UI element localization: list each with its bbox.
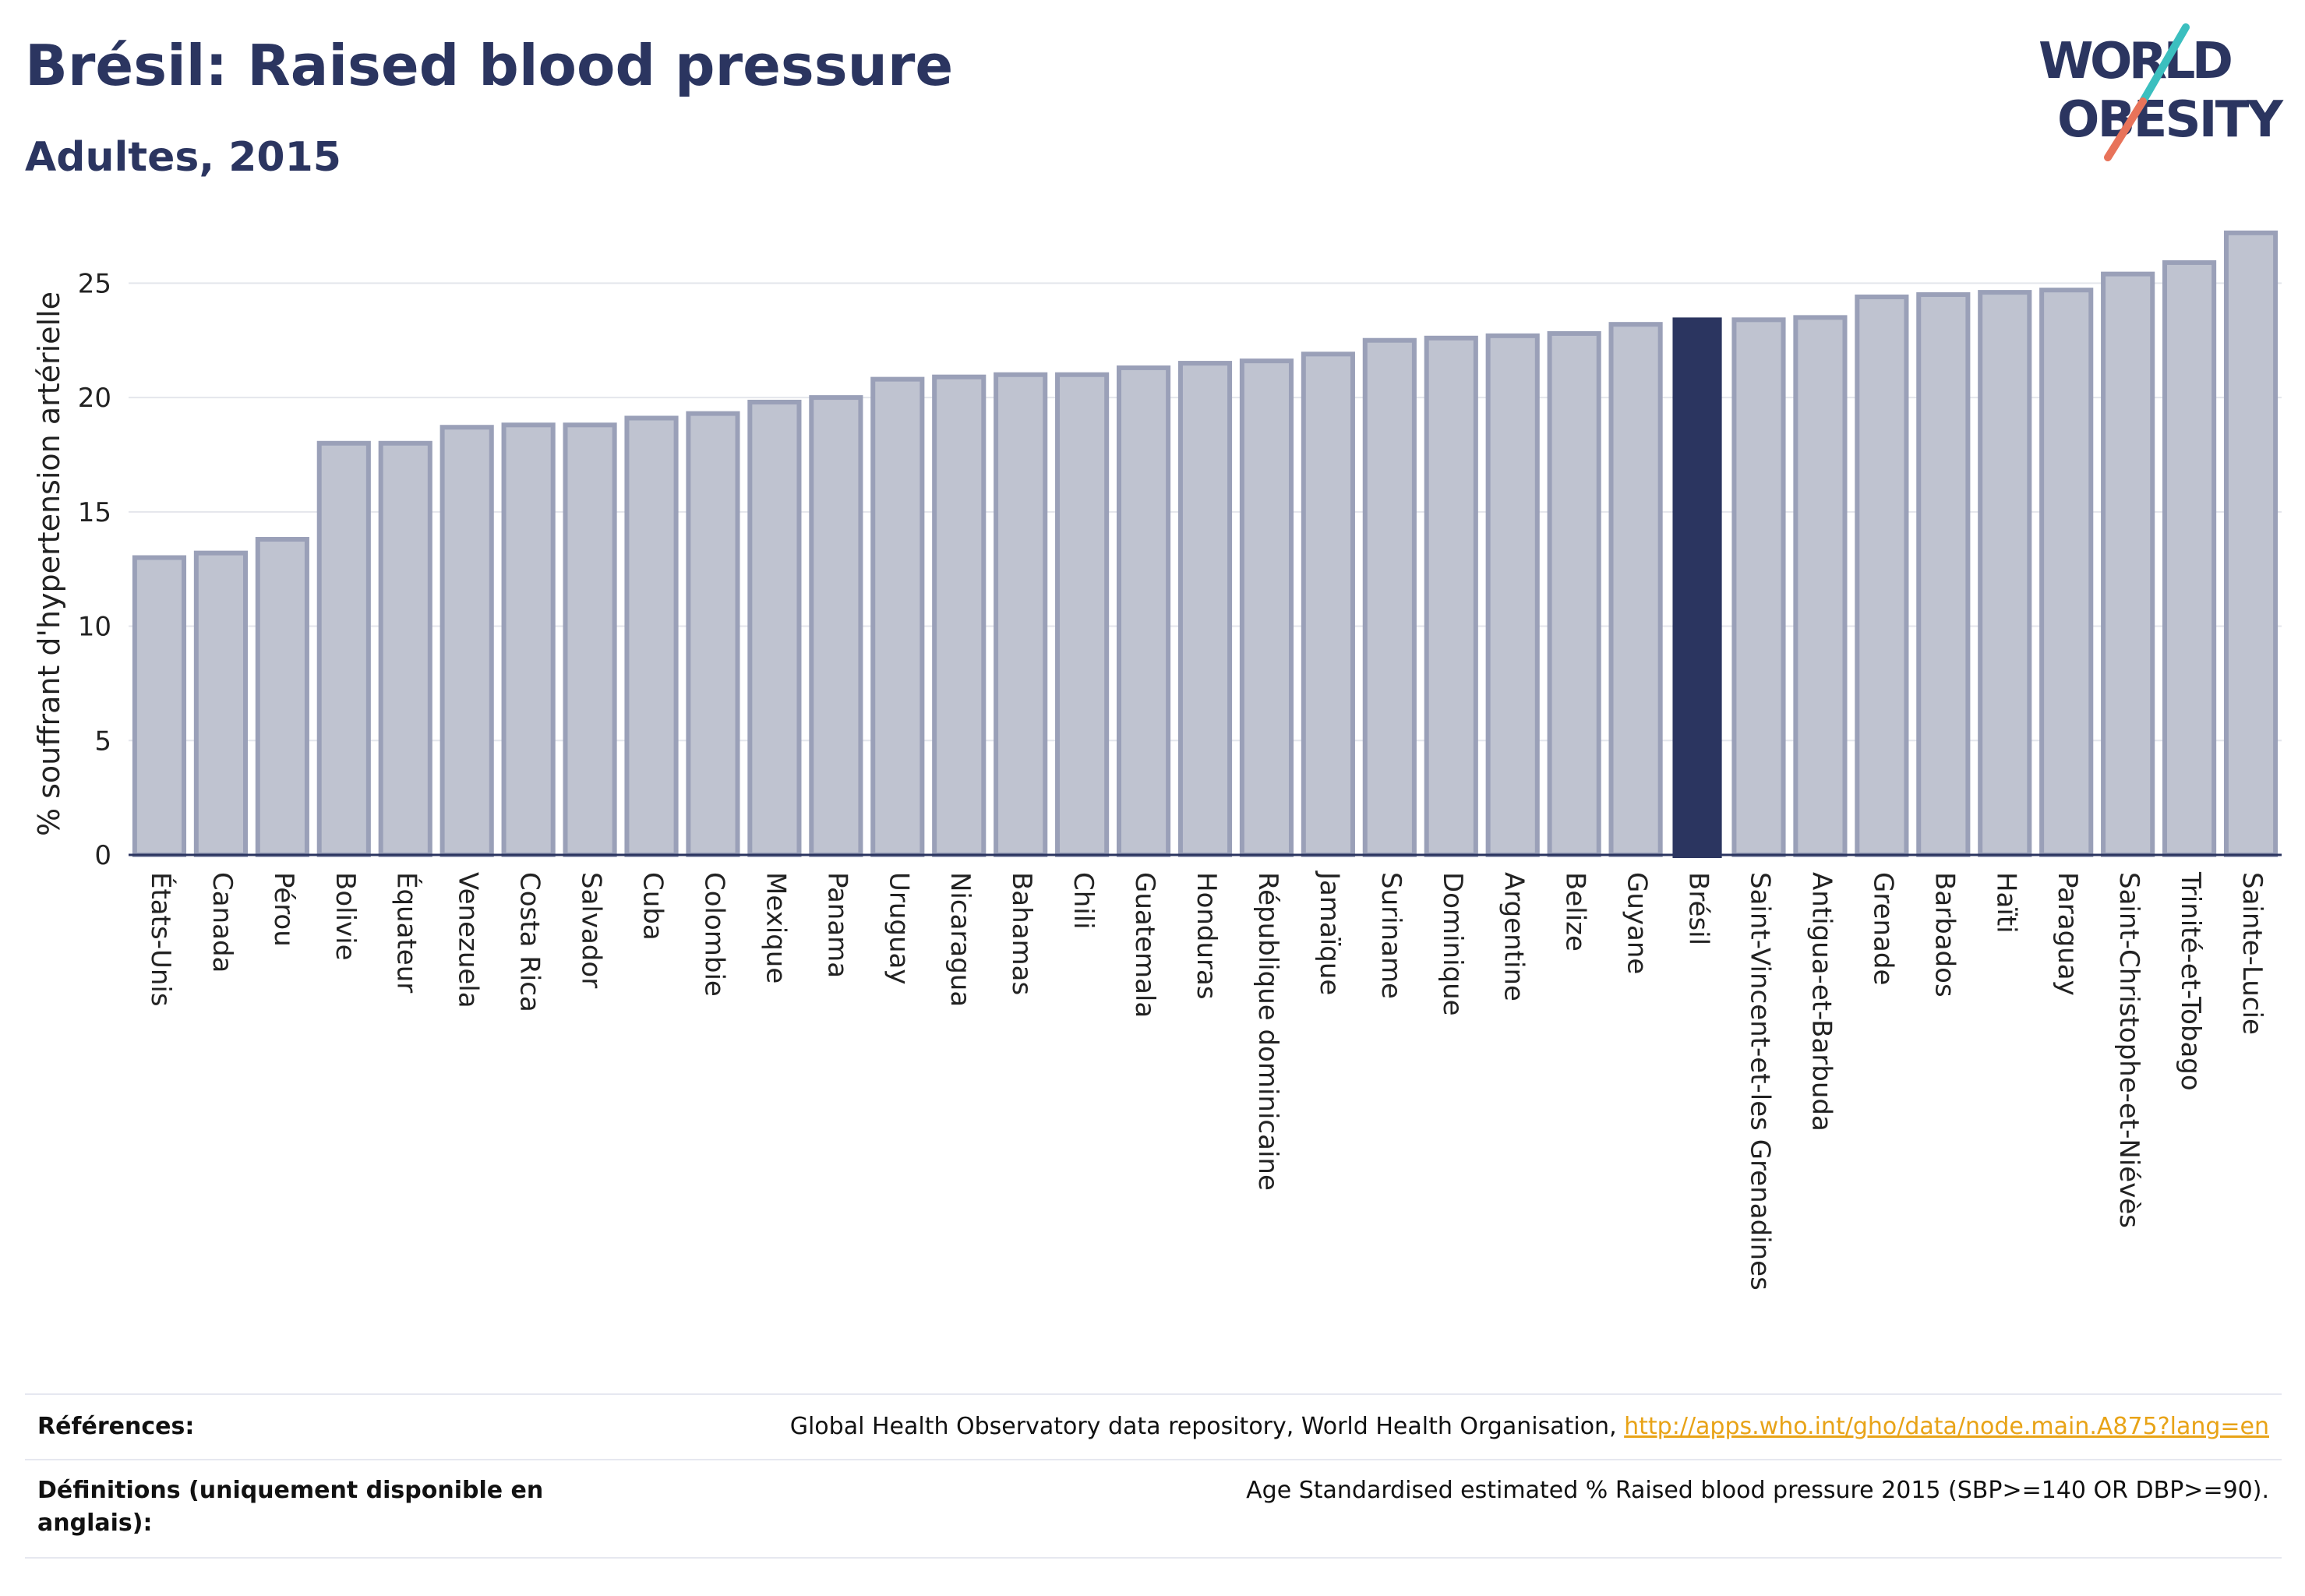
bar-3 bbox=[316, 440, 371, 857]
references-link[interactable]: http://apps.who.int/gho/data/node.main.A… bbox=[1624, 1413, 2269, 1440]
x-tick-label-24: Guyane bbox=[1622, 872, 1653, 974]
logo-line-obesity: OBESITY bbox=[2057, 91, 2284, 149]
x-tick-labels: États-Unis Canada Pérou Bolivie Équateur Vene… bbox=[145, 870, 2268, 1291]
bar-25 bbox=[1672, 317, 1722, 858]
bar-14 bbox=[994, 372, 1048, 857]
references-row: Références: Global Health Observatory da… bbox=[25, 1393, 2282, 1460]
x-tick-label-33: Trinité-et-Tobago bbox=[2175, 871, 2206, 1091]
definitions-row: Définitions (uniquement disponible en an… bbox=[25, 1459, 2282, 1559]
references-label: Références: bbox=[37, 1413, 195, 1440]
bar-1 bbox=[193, 550, 248, 857]
page-subtitle: Adultes, 2015 bbox=[25, 134, 341, 181]
x-tick-label-4: Équateur bbox=[391, 872, 423, 993]
x-tick-label-5: Venezuela bbox=[453, 872, 484, 1008]
bar-18 bbox=[1239, 358, 1294, 857]
x-tick-label-18: République dominicaine bbox=[1252, 872, 1283, 1191]
x-tick-label-3: Bolivie bbox=[330, 872, 361, 961]
bar-6 bbox=[501, 422, 556, 857]
bar-13 bbox=[932, 374, 987, 857]
x-tick-label-25: Brésil bbox=[1683, 872, 1714, 945]
x-tick-label-12: Uruguay bbox=[883, 872, 914, 985]
y-tick-label: 0 bbox=[94, 840, 111, 871]
bar-0 bbox=[132, 555, 187, 857]
x-tick-label-10: Mexique bbox=[760, 872, 791, 983]
x-tick-label-16: Guatemala bbox=[1129, 872, 1160, 1018]
y-tick-label: 20 bbox=[78, 383, 111, 414]
x-tick-label-34: Sainte-Lucie bbox=[2236, 872, 2268, 1035]
bar-29 bbox=[1916, 292, 1971, 857]
x-tick-label-23: Belize bbox=[1560, 872, 1591, 952]
bar-26 bbox=[1731, 317, 1786, 858]
logo-slash-teal bbox=[2139, 23, 2190, 105]
x-tick-label-2: Pérou bbox=[268, 872, 299, 947]
bar-23 bbox=[1547, 330, 1601, 857]
bar-4 bbox=[378, 440, 432, 857]
y-tick-label: 5 bbox=[94, 726, 111, 757]
bar-21 bbox=[1424, 335, 1478, 857]
x-tick-label-6: Costa Rica bbox=[514, 872, 545, 1012]
y-tick-labels: 0 5 10 15 20 25 bbox=[78, 268, 111, 871]
x-tick-label-13: Nicaragua bbox=[944, 872, 976, 1007]
bar-20 bbox=[1362, 337, 1417, 857]
x-tick-label-21: Dominique bbox=[1437, 872, 1468, 1016]
x-tick-label-9: Colombie bbox=[698, 872, 729, 997]
footer: Références: Global Health Observatory da… bbox=[25, 1393, 2282, 1559]
x-tick-label-31: Paraguay bbox=[2052, 872, 2083, 996]
x-tick-label-7: Salvador bbox=[576, 872, 607, 988]
logo-slash-coral bbox=[2104, 97, 2147, 161]
x-tick-label-32: Saint-Christophe-et-Niévès bbox=[2113, 872, 2144, 1228]
logo-line-world: WORLD bbox=[2038, 33, 2233, 90]
x-tick-label-27: Antigua-et-Barbuda bbox=[1806, 872, 1837, 1132]
x-tick-label-22: Argentine bbox=[1498, 872, 1530, 1001]
bar-22 bbox=[1485, 333, 1540, 858]
bar-17 bbox=[1177, 361, 1233, 857]
bar-33 bbox=[2162, 260, 2217, 858]
bar-28 bbox=[1855, 294, 1909, 858]
x-tick-label-26: Saint-Vincent-et-les Grenadines bbox=[1744, 872, 1775, 1291]
x-tick-label-17: Honduras bbox=[1191, 872, 1222, 1000]
definitions-value: Age Standardised estimated % Raised bloo… bbox=[1246, 1477, 2269, 1504]
world-obesity-logo: WORLD OBESITY bbox=[2038, 23, 2284, 161]
definitions-label: Définitions (uniquement disponible en an… bbox=[37, 1477, 544, 1537]
y-tick-label: 15 bbox=[78, 497, 111, 528]
x-tick-label-28: Grenade bbox=[1867, 872, 1898, 985]
bar-15 bbox=[1055, 372, 1110, 857]
x-tick-label-30: Haïti bbox=[1990, 872, 2021, 934]
bar-34 bbox=[2223, 230, 2279, 857]
x-tick-label-1: Canada bbox=[206, 872, 238, 973]
x-tick-label-20: Suriname bbox=[1375, 872, 1407, 999]
bar-11 bbox=[809, 395, 863, 858]
bar-27 bbox=[1793, 315, 1848, 857]
x-tick-label-0: États-Unis bbox=[145, 872, 177, 1007]
x-tick-label-29: Barbados bbox=[1929, 872, 1960, 998]
bar-8 bbox=[624, 415, 679, 857]
y-tick-label: 25 bbox=[78, 268, 111, 299]
bar-2 bbox=[255, 537, 309, 857]
bar-9 bbox=[686, 411, 740, 857]
x-tick-label-14: Bahamas bbox=[1006, 872, 1037, 995]
y-tick-label: 10 bbox=[78, 612, 111, 643]
bar-32 bbox=[2101, 271, 2155, 858]
bar-30 bbox=[1978, 290, 2032, 857]
y-axis-label: % souffrant d'hypertension artérielle bbox=[32, 291, 66, 836]
x-tick-label-8: Cuba bbox=[637, 872, 669, 941]
bars bbox=[132, 230, 2279, 858]
bar-16 bbox=[1116, 365, 1171, 857]
bar-12 bbox=[870, 376, 925, 857]
x-tick-label-11: Panama bbox=[821, 872, 852, 978]
bar-7 bbox=[563, 422, 617, 857]
bar-10 bbox=[747, 399, 802, 857]
page-title: Brésil: Raised blood pressure bbox=[25, 33, 954, 98]
references-text: Global Health Observatory data repositor… bbox=[789, 1413, 1625, 1440]
bar-5 bbox=[439, 425, 494, 857]
bar-19 bbox=[1301, 351, 1355, 857]
x-tick-label-15: Chili bbox=[1068, 872, 1099, 930]
references-value: Global Health Observatory data repositor… bbox=[790, 1411, 2269, 1443]
bar-31 bbox=[2039, 288, 2094, 857]
bar-24 bbox=[1608, 322, 1663, 858]
x-tick-label-19: Jamaïque bbox=[1314, 870, 1345, 995]
